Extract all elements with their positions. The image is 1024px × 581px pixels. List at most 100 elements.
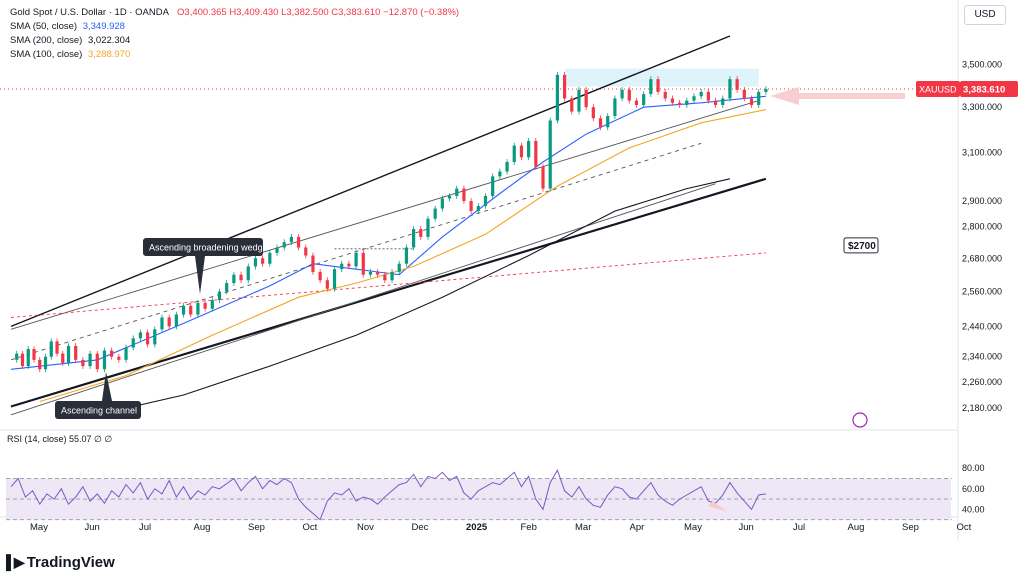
candle-body bbox=[289, 236, 293, 243]
candle-body bbox=[347, 263, 351, 267]
y-tick-label: 3,300.000 bbox=[962, 102, 1002, 112]
candle-body bbox=[505, 161, 509, 172]
candle-body bbox=[20, 353, 25, 367]
x-tick-label: Sep bbox=[248, 522, 265, 533]
candle-body bbox=[404, 247, 409, 264]
candle-body bbox=[555, 74, 559, 121]
candle-body bbox=[397, 263, 401, 272]
candle-body bbox=[433, 208, 437, 219]
currency-button[interactable]: USD bbox=[964, 5, 1006, 25]
y-tick-label: 3,500.000 bbox=[962, 59, 1002, 69]
sma100-label: SMA (100, close) bbox=[10, 49, 83, 60]
x-tick-label: Aug bbox=[194, 522, 211, 533]
support-2700-line bbox=[10, 252, 766, 318]
wedge-upper-line bbox=[10, 35, 731, 328]
candle-body bbox=[174, 314, 178, 327]
candle-body bbox=[95, 353, 99, 370]
brand-name: TradingView bbox=[26, 554, 115, 571]
x-tick-label: Feb bbox=[521, 522, 537, 533]
candle-body bbox=[735, 79, 739, 90]
candle-body bbox=[145, 332, 150, 345]
sma-line-200 bbox=[97, 178, 731, 416]
price-arrow bbox=[770, 87, 905, 106]
candle-body bbox=[61, 353, 65, 363]
candle-body bbox=[181, 305, 186, 315]
x-tick-label: Oct bbox=[957, 522, 972, 533]
rsi-legend: RSI (14, close) 55.07 ∅ ∅ bbox=[7, 434, 113, 444]
candle-body bbox=[311, 255, 315, 272]
candle-body bbox=[340, 263, 344, 270]
candle-body bbox=[217, 291, 222, 301]
candle-body bbox=[225, 283, 229, 292]
candle-body bbox=[282, 242, 286, 248]
candle-body bbox=[55, 341, 59, 354]
tradingview-logo[interactable]: ▌▶ TradingView bbox=[6, 554, 115, 571]
candle-body bbox=[239, 274, 243, 281]
candle-body bbox=[304, 247, 308, 256]
candle-body bbox=[332, 269, 337, 289]
y-tick-label: 2,800.000 bbox=[962, 221, 1002, 231]
chart-legend: Gold Spot / U.S. Dollar · 1D · OANDA O3,… bbox=[10, 6, 459, 62]
candle-body bbox=[498, 171, 502, 177]
candle-body bbox=[663, 91, 667, 99]
candle-body bbox=[692, 96, 696, 101]
candle-body bbox=[354, 252, 358, 267]
candle-body bbox=[742, 89, 746, 99]
candle-body bbox=[203, 302, 207, 309]
candle-body bbox=[49, 341, 53, 357]
legend-sma100[interactable]: SMA (100, close) 3,288.970 bbox=[10, 48, 459, 62]
candle-body bbox=[160, 317, 164, 330]
candle-body bbox=[232, 274, 236, 284]
candle-body bbox=[462, 188, 466, 201]
legend-sma50[interactable]: SMA (50, close) 3,349.928 bbox=[10, 20, 459, 34]
candle-body bbox=[577, 89, 581, 112]
candle-body bbox=[138, 332, 143, 339]
candle-body bbox=[706, 91, 710, 101]
candle-body bbox=[534, 140, 538, 167]
sma200-value: 3,022.304 bbox=[87, 35, 131, 46]
candle-body bbox=[483, 195, 488, 207]
candle-body bbox=[81, 359, 85, 367]
candle-body bbox=[390, 271, 394, 281]
candle-body bbox=[469, 200, 473, 212]
candle-body bbox=[32, 349, 36, 360]
candle-body bbox=[153, 329, 157, 345]
symbol-tag-label: XAUUSD bbox=[919, 85, 957, 95]
candle-body bbox=[606, 116, 610, 128]
candle-body bbox=[598, 118, 603, 128]
x-tick-label: Nov bbox=[357, 522, 374, 533]
candle-body bbox=[728, 79, 732, 99]
price-tag-label: 3,383.610 bbox=[963, 85, 1005, 96]
candle-body bbox=[117, 356, 121, 360]
x-tick-label: Dec bbox=[412, 522, 429, 533]
rsi-tick-label: 60.00 bbox=[962, 484, 985, 494]
x-tick-label: Mar bbox=[575, 522, 591, 533]
x-tick-label: May bbox=[30, 522, 48, 533]
candle-body bbox=[88, 353, 92, 367]
legend-title-row: Gold Spot / U.S. Dollar · 1D · OANDA O3,… bbox=[10, 6, 459, 20]
candle-body bbox=[189, 305, 193, 315]
legend-sma200[interactable]: SMA (200, close) 3,022.304 bbox=[10, 34, 459, 48]
candle-body bbox=[110, 350, 114, 357]
candle-body bbox=[440, 198, 444, 209]
candle-body bbox=[527, 140, 531, 158]
candle-body bbox=[124, 347, 128, 360]
y-tick-label: 2,560.000 bbox=[962, 287, 1002, 297]
x-tick-label: 2025 bbox=[466, 522, 488, 533]
sma-line-50 bbox=[10, 95, 766, 370]
ohlc-values: O3,400.365 H3,409.430 L3,382.500 C3,383.… bbox=[177, 7, 460, 18]
candle-body bbox=[383, 274, 387, 281]
x-tick-label: Jun bbox=[739, 522, 754, 533]
candle-body bbox=[361, 252, 365, 275]
rsi-tick-label: 80.00 bbox=[962, 463, 985, 473]
x-tick-label: Jun bbox=[85, 522, 100, 533]
candle-body bbox=[246, 266, 250, 281]
wedge-annotation-pointer bbox=[195, 256, 205, 294]
wedge-lower-line bbox=[10, 177, 767, 408]
candle-body bbox=[131, 338, 135, 348]
candle-body bbox=[38, 359, 42, 370]
candle-body bbox=[376, 271, 380, 275]
candle-body bbox=[613, 98, 617, 117]
price-tag bbox=[960, 81, 1018, 98]
level-2700-box bbox=[843, 237, 879, 254]
